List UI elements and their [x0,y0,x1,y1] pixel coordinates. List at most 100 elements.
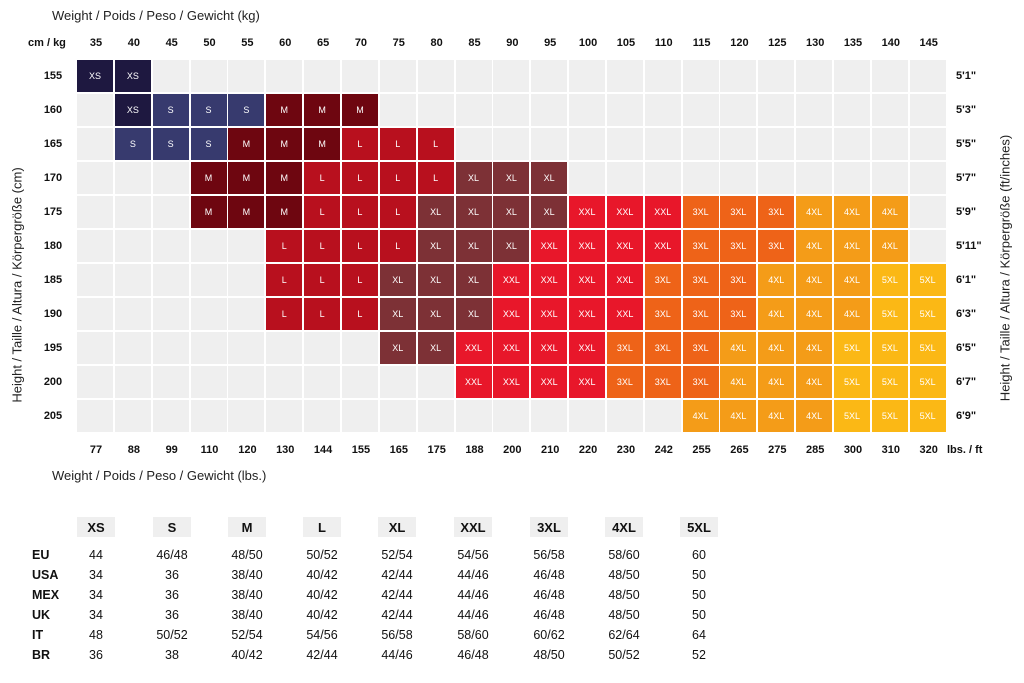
empty-cell [228,264,265,296]
size-cell: M [266,94,303,126]
size-table-header: XXL [454,517,492,537]
size-cell: XXL [493,332,530,364]
cm-tick-label: 180 [43,240,63,252]
lbs-tick-label: 320 [919,444,938,456]
empty-cell [455,400,492,432]
top-axis-title: Weight / Poids / Peso / Gewicht (kg) [52,8,260,23]
empty-cell [228,366,265,398]
size-table-value: 38/40 [231,588,263,602]
empty-cell [871,162,908,194]
empty-cell [77,400,113,432]
size-cell: M [190,196,227,228]
kg-tick-label: 115 [692,37,711,49]
kg-tick-label: 100 [578,37,598,49]
lbs-tick-label: 220 [578,444,598,456]
lbs-tick-label: 130 [276,444,295,456]
size-cell: XL [417,196,454,228]
empty-cell [871,60,908,92]
size-table-value: 40/42 [306,588,338,602]
size-cell: XXL [493,264,530,296]
size-table-value: 44 [89,548,103,562]
size-table-value: 44/46 [381,648,413,662]
size-cell: 3XL [682,230,719,262]
size-cell: M [266,196,303,228]
size-table-value: 58/60 [608,548,640,562]
empty-cell [304,400,341,432]
empty-cell [190,400,227,432]
size-cell: L [304,162,341,194]
size-cell: 5XL [909,264,946,296]
size-cell: XXL [531,230,568,262]
size-cell: XXL [531,366,568,398]
empty-cell [569,162,606,194]
empty-cell [304,332,341,364]
empty-cell [644,162,681,194]
empty-cell [114,230,151,262]
empty-cell [417,60,454,92]
ft-tick-label: 6'5" [956,342,977,354]
size-cell: XXL [644,196,681,228]
kg-tick-label: 145 [919,37,938,49]
empty-cell [606,400,643,432]
size-table-value: 38 [165,648,179,662]
size-cell: L [379,230,416,262]
size-cell: 3XL [758,196,795,228]
empty-cell [493,94,530,126]
size-table-value: 36 [165,588,179,602]
lbs-tick-label: 110 [200,444,219,456]
empty-cell [644,400,681,432]
lbs-tick-label: 99 [165,444,178,456]
size-cell: 4XL [682,400,719,432]
corner-label-bottom: lbs. / ft [947,444,983,456]
size-table-value: 50/52 [608,648,640,662]
size-cell: 3XL [720,196,757,228]
size-cell: XXL [455,332,492,364]
size-cell: M [190,162,227,194]
size-cell: XXL [606,264,643,296]
empty-cell [379,400,416,432]
size-table-value: 48/50 [608,568,640,582]
size-table-value: 62/64 [608,628,640,642]
size-cell: L [266,264,303,296]
size-table-value: 50/52 [306,548,338,562]
size-cell: XXL [569,230,606,262]
left-axis-title: Height / Taille / Altura / Körpergröße (… [9,167,25,403]
size-cell: XS [114,94,151,126]
kg-tick-label: 65 [316,37,330,49]
size-cell: XL [493,196,530,228]
empty-cell [531,128,568,160]
size-table-value: 54/56 [457,548,489,562]
cm-tick-label: 165 [43,138,63,150]
empty-cell [909,162,946,194]
size-cell: 3XL [682,298,719,330]
size-cell: 5XL [909,332,946,364]
size-cell: XL [493,230,530,262]
size-cell: 3XL [682,366,719,398]
lbs-tick-label: 188 [465,444,484,456]
size-cell: XL [493,162,530,194]
kg-tick-label: 60 [279,37,292,49]
empty-cell [417,366,454,398]
size-cell: XL [531,162,568,194]
empty-cell [758,60,795,92]
empty-cell [114,298,151,330]
size-table-value: 38/40 [231,568,263,582]
size-cell: 5XL [909,366,946,398]
size-table-value: 56/58 [381,628,413,642]
ft-tick-label: 5'7" [956,172,977,184]
size-cell: XL [417,230,454,262]
size-cell: M [228,162,265,194]
size-table-value: 60/62 [533,628,565,642]
size-cell: L [341,264,378,296]
size-cell: 3XL [644,264,681,296]
kg-tick-label: 40 [127,37,140,49]
ft-tick-label: 5'11" [956,240,982,252]
size-cell: 3XL [758,230,795,262]
empty-cell [190,298,227,330]
kg-tick-label: 75 [392,37,405,49]
size-cell: S [152,94,189,126]
kg-tick-label: 70 [354,37,368,49]
empty-cell [493,400,530,432]
size-cell: XS [77,60,113,92]
ft-tick-label: 5'5" [956,138,977,150]
